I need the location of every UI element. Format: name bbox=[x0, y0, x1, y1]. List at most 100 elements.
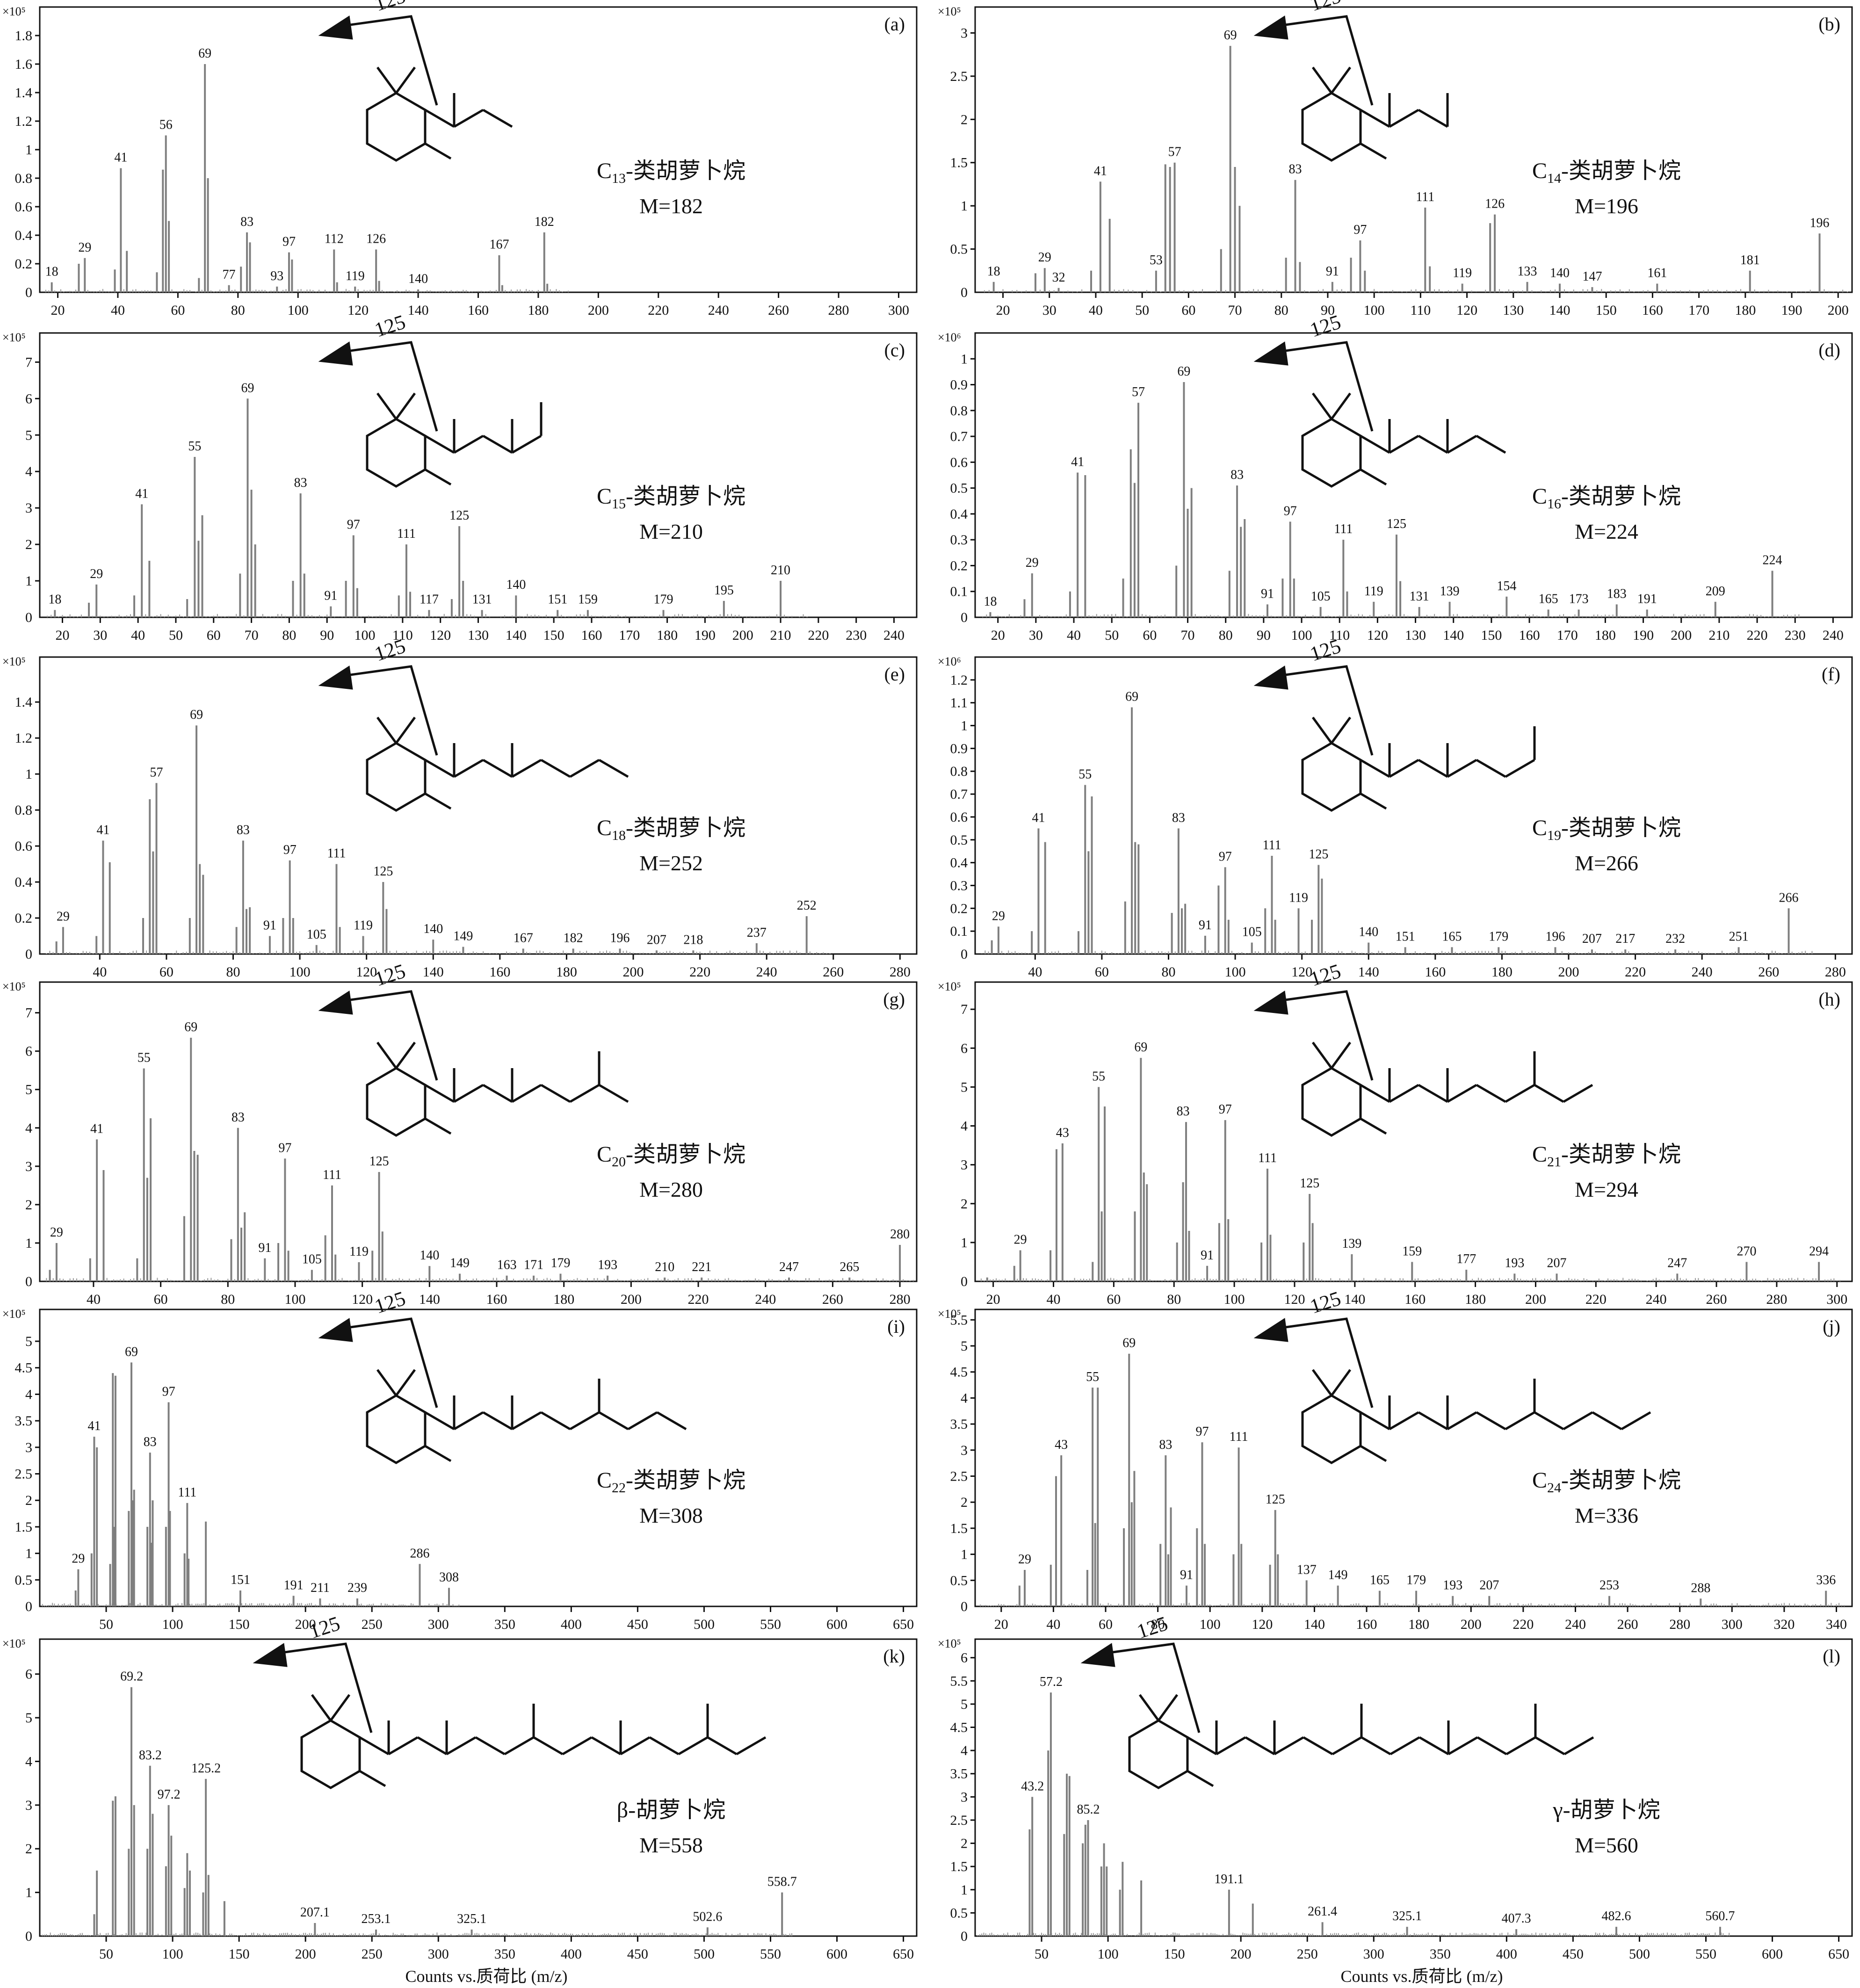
chain-bond bbox=[1505, 1411, 1535, 1431]
peak-mz-label: 325.1 bbox=[457, 1912, 486, 1926]
x-tick-label: 50 bbox=[1035, 1946, 1049, 1962]
peak-mz-label: 137 bbox=[1297, 1562, 1317, 1577]
x-tick-label: 220 bbox=[648, 303, 669, 318]
x-tick-label: 160 bbox=[1404, 1292, 1426, 1307]
x-tick-label: 170 bbox=[619, 628, 640, 643]
y-tick-label: 4 bbox=[25, 1121, 32, 1136]
y-tick-label: 0.1 bbox=[950, 584, 968, 600]
y-tick-label: 1 bbox=[25, 573, 32, 589]
x-tick-label: 200 bbox=[295, 1946, 316, 1962]
x-tick-label: 260 bbox=[823, 964, 844, 980]
methyl-bond bbox=[424, 792, 452, 810]
x-tick-label: 40 bbox=[1089, 303, 1103, 318]
peak-mz-label: 91 bbox=[1180, 1568, 1193, 1582]
peak-mz-label: 83 bbox=[237, 823, 250, 838]
x-tick-label: 190 bbox=[1633, 628, 1654, 643]
peak-mz-label: 105 bbox=[307, 927, 326, 942]
peak-mz-label: 97 bbox=[1284, 504, 1297, 518]
chain-bond bbox=[1476, 1411, 1506, 1431]
cleavage-mass-label: 125 bbox=[372, 0, 408, 16]
methyl-bond bbox=[1360, 468, 1387, 486]
compound-carbon-number: 18 bbox=[612, 828, 626, 843]
chain-bond bbox=[1592, 1411, 1622, 1431]
peak-mz-label: 125 bbox=[1309, 847, 1328, 862]
peak-mz-label: 77 bbox=[223, 267, 236, 282]
compound-name-tail: -类胡萝卜烷 bbox=[626, 816, 745, 840]
x-tick-label: 200 bbox=[295, 1617, 316, 1632]
x-tick-label: 140 bbox=[419, 1292, 440, 1307]
methyl-bond bbox=[1311, 716, 1333, 744]
x-tick-label: 210 bbox=[770, 628, 791, 643]
peak-mz-label: 83 bbox=[1230, 468, 1244, 482]
chain-bond bbox=[1476, 1736, 1507, 1756]
y-tick-label: 2 bbox=[961, 112, 968, 127]
chain-bond bbox=[388, 1736, 419, 1756]
peak-mz-label: 83 bbox=[240, 215, 253, 229]
panel-label: (a) bbox=[884, 14, 905, 35]
cleavage-mass-label: 125 bbox=[1307, 960, 1344, 991]
cleavage-bracket bbox=[281, 1642, 373, 1733]
cleavage-arrow-icon bbox=[318, 15, 353, 40]
compound-name-tail: -类胡萝卜烷 bbox=[626, 159, 745, 183]
compound-name: C20-类胡萝卜烷 bbox=[597, 1142, 745, 1170]
compound-name: γ-胡萝卜烷 bbox=[1552, 1798, 1660, 1822]
x-tick-label: 100 bbox=[1225, 964, 1246, 980]
peak-mz-label: 83 bbox=[1159, 1438, 1172, 1452]
x-tick-label: 300 bbox=[1826, 1292, 1847, 1307]
x-tick-label: 300 bbox=[428, 1946, 449, 1962]
methyl-bond bbox=[376, 392, 398, 420]
peak-mz-label: 211 bbox=[311, 1581, 330, 1595]
chain-bond bbox=[1361, 1736, 1391, 1756]
y-tick-label: 3 bbox=[961, 1157, 968, 1173]
x-tick-label: 200 bbox=[732, 628, 753, 643]
cleavage-arrow-icon bbox=[318, 1318, 353, 1342]
compound-carbon-number: 15 bbox=[612, 496, 626, 512]
peak-mz-label: 41 bbox=[96, 823, 109, 838]
peak-mz-label: 83 bbox=[294, 476, 307, 490]
ring-bond bbox=[366, 92, 427, 162]
compound-name-main: C bbox=[597, 1142, 612, 1167]
peak-mz-label: 41 bbox=[1032, 810, 1045, 825]
peak-mz-label: 125 bbox=[1300, 1176, 1319, 1191]
chain-bond bbox=[511, 1411, 542, 1431]
panel-frame bbox=[39, 1308, 918, 1607]
x-tick-label: 60 bbox=[1107, 1292, 1121, 1307]
x-tick-label: 500 bbox=[694, 1946, 715, 1962]
x-tick-label: 250 bbox=[362, 1617, 383, 1632]
x-tick-label: 140 bbox=[1549, 303, 1571, 318]
chain-bond bbox=[540, 1411, 571, 1431]
x-tick-label: 100 bbox=[1291, 628, 1312, 643]
x-tick-label: 30 bbox=[93, 628, 107, 643]
cleavage-arrow-icon bbox=[1253, 665, 1288, 690]
chain-bond bbox=[1390, 1736, 1420, 1756]
panel-frame bbox=[39, 656, 918, 955]
panel-frame bbox=[39, 6, 918, 293]
x-tick-label: 200 bbox=[1461, 1617, 1482, 1632]
ring-bond bbox=[366, 1067, 427, 1137]
x-tick-label: 300 bbox=[1722, 1617, 1743, 1632]
x-tick-label: 180 bbox=[528, 303, 549, 318]
chain-bond bbox=[707, 1736, 738, 1756]
y-tick-label: 4 bbox=[961, 1119, 968, 1134]
peak-mz-label: 173 bbox=[1569, 592, 1589, 606]
panel-frame bbox=[974, 1308, 1853, 1607]
y-tick-label: 0.7 bbox=[950, 787, 968, 802]
x-tick-label: 100 bbox=[1200, 1617, 1221, 1632]
y-tick-label: 7 bbox=[961, 1002, 968, 1017]
cleavage-bracket bbox=[347, 1317, 438, 1408]
x-tick-label: 230 bbox=[1785, 628, 1806, 643]
peak-mz-label: 140 bbox=[423, 922, 443, 936]
compound-name-main: C bbox=[1532, 1468, 1547, 1493]
y-tick-label: 1 bbox=[961, 198, 968, 214]
peak-mz-label: 182 bbox=[535, 215, 554, 229]
y-scale-factor: ×10⁵ bbox=[2, 980, 26, 993]
panel-label: (h) bbox=[1818, 989, 1840, 1010]
x-tick-label: 300 bbox=[1363, 1946, 1384, 1962]
y-tick-label: 2.5 bbox=[950, 1813, 968, 1828]
peak-mz-label: 126 bbox=[1485, 197, 1505, 211]
x-tick-label: 40 bbox=[111, 303, 125, 318]
chain-bond bbox=[1621, 1411, 1651, 1431]
